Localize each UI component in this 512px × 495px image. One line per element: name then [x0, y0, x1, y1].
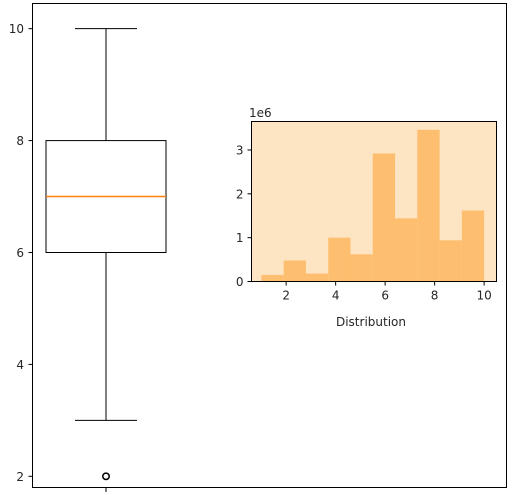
histogram-x-tick-label: 4 — [332, 289, 340, 303]
histogram-y-tick-label: 2 — [236, 187, 244, 201]
histogram-bars — [261, 129, 485, 282]
histogram-x-ticks: 2 4 6 8 10 — [282, 281, 492, 303]
histogram-bar — [395, 218, 418, 282]
histogram-x-tick-label: 6 — [381, 289, 389, 303]
histogram-bar — [372, 153, 396, 282]
histogram-x-tick-label: 2 — [282, 289, 290, 303]
histogram-bar — [350, 254, 373, 282]
boxplot-y-tick-label: 6 — [16, 246, 24, 260]
histogram-y-tick-label: 1 — [236, 231, 244, 245]
histogram-bar — [261, 274, 284, 282]
histogram-frame — [251, 121, 497, 282]
boxplot-frame — [32, 3, 507, 488]
histogram-bar — [328, 237, 351, 282]
histogram-x-tick-label: 10 — [476, 289, 491, 303]
histogram-y-ticks: 0 1 2 3 — [236, 143, 252, 289]
histogram-bar — [305, 273, 329, 282]
histogram-bar — [417, 129, 440, 282]
flier-point — [102, 472, 110, 481]
histogram-bar — [283, 260, 306, 282]
histogram-inset-axes: 2 4 6 8 10 0 1 2 3 1e6 Distribution — [236, 106, 497, 329]
boxplot-y-tick-label: 10 — [9, 22, 24, 36]
histogram-offset-label: 1e6 — [249, 106, 272, 120]
boxplot-y-tick-label: 2 — [16, 470, 24, 484]
histogram-x-axis-label: Distribution — [336, 315, 406, 329]
histogram-y-tick-label: 3 — [236, 143, 244, 157]
histogram-bar — [439, 240, 462, 282]
boxplot-y-tick-label: 4 — [16, 358, 24, 372]
histogram-y-tick-label: 0 — [236, 275, 244, 289]
histogram-bar — [461, 210, 485, 282]
histogram-x-tick-label: 8 — [431, 289, 439, 303]
boxplot-marks — [45, 28, 167, 481]
boxplot-y-tick-label: 8 — [16, 134, 24, 148]
boxplot-y-ticks: 2 4 6 8 10 — [9, 22, 33, 484]
